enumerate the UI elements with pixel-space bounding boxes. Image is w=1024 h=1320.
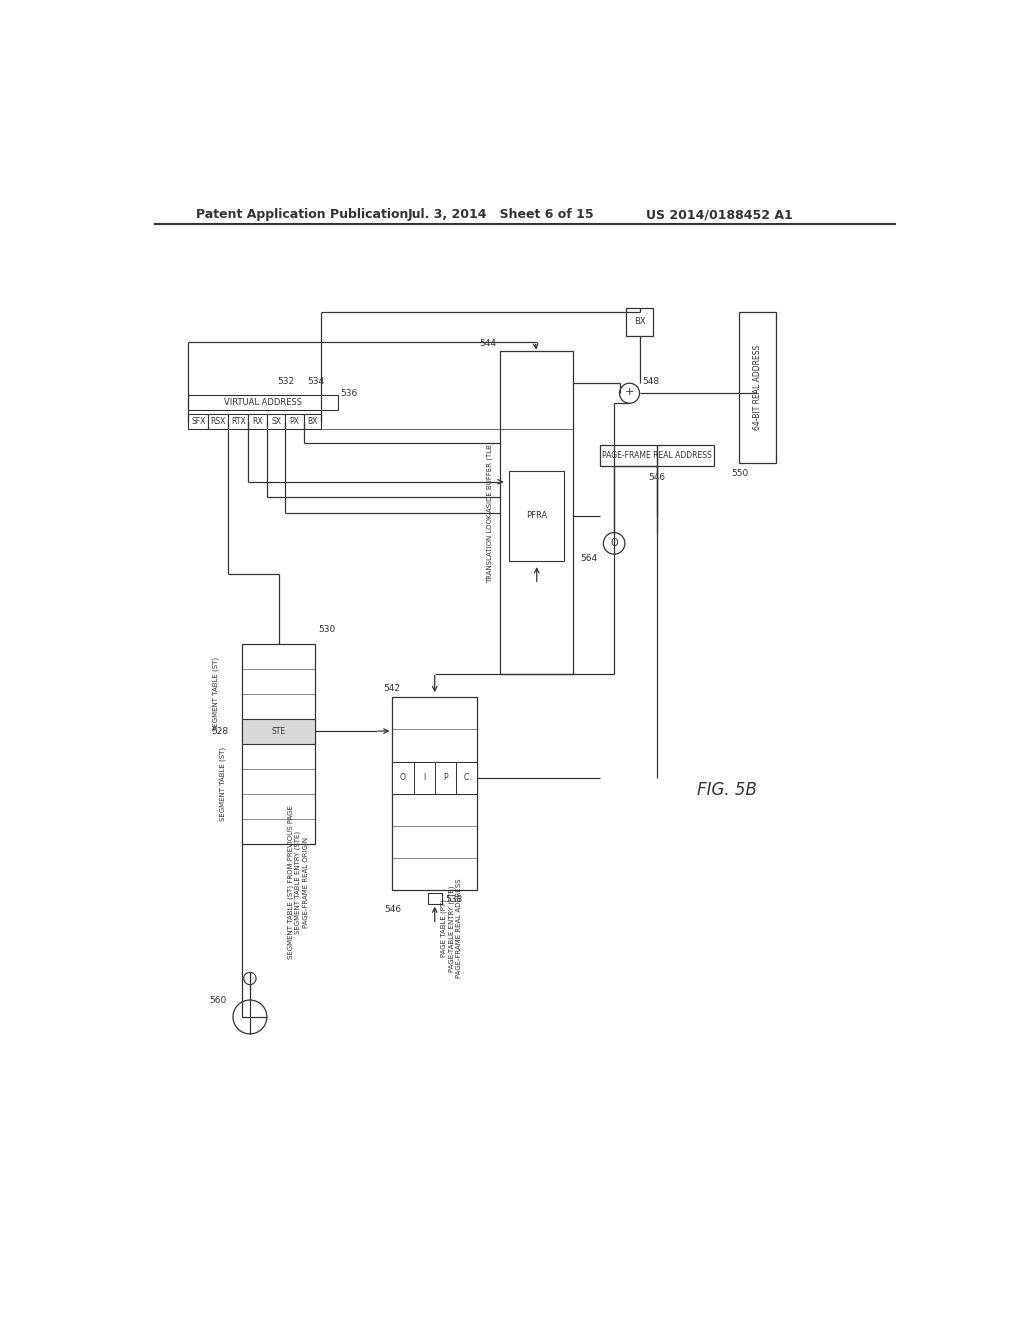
- Text: 560: 560: [210, 995, 226, 1005]
- Circle shape: [603, 533, 625, 554]
- Bar: [188, 395, 339, 411]
- Text: 536: 536: [340, 389, 357, 397]
- Circle shape: [620, 383, 640, 404]
- Bar: [304, 414, 321, 429]
- Text: C: C: [464, 774, 469, 783]
- Text: +: +: [625, 388, 634, 397]
- Text: SX: SX: [271, 417, 282, 426]
- Circle shape: [233, 1001, 267, 1034]
- Text: SEGMENT TABLE (ST): SEGMENT TABLE (ST): [220, 747, 226, 821]
- Text: SEGMENT TABLE (ST): SEGMENT TABLE (ST): [212, 656, 218, 730]
- Text: O: O: [400, 774, 406, 783]
- Text: PAGE TABLE (PT): PAGE TABLE (PT): [440, 899, 447, 957]
- Text: 64-BIT REAL ADDRESS: 64-BIT REAL ADDRESS: [753, 345, 762, 430]
- Bar: [392, 762, 477, 793]
- Bar: [208, 414, 228, 429]
- Text: 528: 528: [211, 726, 228, 735]
- Text: SFX: SFX: [191, 417, 206, 426]
- Text: PFRA: PFRA: [526, 511, 548, 520]
- Bar: [249, 414, 267, 429]
- Text: 544: 544: [479, 339, 497, 347]
- Bar: [392, 762, 414, 793]
- Text: 546: 546: [385, 904, 401, 913]
- Bar: [414, 762, 435, 793]
- Text: I: I: [423, 774, 425, 783]
- Bar: [243, 718, 315, 743]
- Text: O: O: [610, 539, 617, 548]
- Text: 530: 530: [318, 626, 336, 634]
- Bar: [739, 313, 776, 462]
- Text: Patent Application Publication: Patent Application Publication: [196, 209, 409, 222]
- Text: 532: 532: [278, 378, 295, 387]
- Text: PAGE-FRAME REAL ADDRESS: PAGE-FRAME REAL ADDRESS: [602, 451, 712, 461]
- Text: PAGE-TABLE ENTRY (PTE): PAGE-TABLE ENTRY (PTE): [449, 886, 455, 972]
- Text: RTX: RTX: [231, 417, 246, 426]
- Text: 564: 564: [580, 554, 597, 564]
- Text: BX: BX: [634, 317, 645, 326]
- Text: TRANSLATION LOOK-ASIDE BUFFER (TLB): TRANSLATION LOOK-ASIDE BUFFER (TLB): [486, 442, 493, 583]
- Text: PAGE-FRAME REAL ADDRESS: PAGE-FRAME REAL ADDRESS: [457, 879, 463, 978]
- Text: SEGMENT TABLE (ST) FROM PREVIOUS PAGE: SEGMENT TABLE (ST) FROM PREVIOUS PAGE: [287, 805, 294, 960]
- Bar: [435, 762, 456, 793]
- Bar: [188, 414, 208, 429]
- Bar: [600, 445, 714, 466]
- Bar: [243, 644, 315, 843]
- Text: 534: 534: [307, 378, 325, 387]
- Text: BX: BX: [307, 417, 317, 426]
- Text: 550: 550: [731, 469, 749, 478]
- Bar: [392, 697, 477, 890]
- Text: SEGMENT TABLE ENTRY (STE): SEGMENT TABLE ENTRY (STE): [295, 830, 301, 933]
- Text: STE: STE: [271, 726, 286, 735]
- Text: 538: 538: [445, 895, 463, 904]
- Text: VIRTUAL ADDRESS: VIRTUAL ADDRESS: [224, 399, 302, 407]
- Bar: [428, 894, 441, 904]
- Bar: [456, 762, 477, 793]
- Text: Jul. 3, 2014   Sheet 6 of 15: Jul. 3, 2014 Sheet 6 of 15: [408, 209, 594, 222]
- Text: US 2014/0188452 A1: US 2014/0188452 A1: [646, 209, 794, 222]
- Bar: [267, 414, 286, 429]
- Text: 546: 546: [648, 473, 666, 482]
- Bar: [286, 414, 304, 429]
- Bar: [626, 308, 653, 335]
- Bar: [509, 470, 564, 561]
- Circle shape: [244, 973, 256, 985]
- Text: PAGE-FRAME REAL ORIGIN: PAGE-FRAME REAL ORIGIN: [303, 837, 308, 928]
- Text: 548: 548: [643, 378, 659, 387]
- Text: RSX: RSX: [211, 417, 226, 426]
- Text: RX: RX: [252, 417, 263, 426]
- Bar: [228, 414, 249, 429]
- Text: PX: PX: [290, 417, 299, 426]
- Bar: [500, 351, 573, 675]
- Text: 542: 542: [383, 684, 400, 693]
- Text: P: P: [443, 774, 447, 783]
- Text: FIG. 5B: FIG. 5B: [696, 781, 757, 799]
